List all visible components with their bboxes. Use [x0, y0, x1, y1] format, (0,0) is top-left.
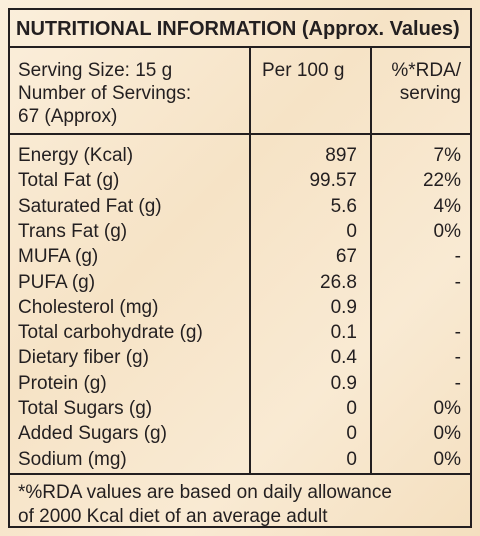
nutrient-name: Cholesterol (mg) [18, 296, 159, 318]
serving-info: Serving Size: 15 g [18, 60, 173, 81]
footnote: *%RDA values are based on daily allowanc… [18, 482, 392, 503]
per-100g-value: 0.9 [330, 372, 357, 394]
divider [10, 46, 470, 48]
per-100g-value: 0 [346, 423, 357, 445]
rda-value: 0% [433, 423, 461, 445]
rda-value: - [454, 347, 461, 369]
per-100g-value: 0.1 [330, 322, 357, 344]
nutrient-name: MUFA (g) [18, 246, 99, 268]
nutrient-name: Energy (Kcal) [18, 145, 134, 166]
serving-info: 67 (Approx) [18, 106, 118, 127]
per-100g-value: 99.57 [309, 170, 357, 192]
per-100g-value: 0.9 [330, 296, 357, 318]
column-divider [370, 46, 372, 473]
nutrient-name: Added Sugars (g) [18, 423, 167, 445]
per-100g-value: 897 [325, 145, 357, 166]
per-100g-value: 67 [335, 246, 357, 268]
rda-value: - [454, 372, 461, 394]
nutrient-name: Total Sugars (g) [18, 398, 153, 419]
nutrient-name: Total Fat (g) [18, 170, 120, 192]
rda-value: - [454, 246, 461, 268]
rda-value: 22% [422, 170, 461, 192]
divider [10, 473, 470, 475]
rda-value: 0% [433, 448, 461, 470]
nutrient-name: Sodium (mg) [18, 448, 127, 470]
rda-value: 4% [433, 195, 461, 217]
nutrient-name: Trans Fat (g) [18, 220, 128, 242]
column-header: %*RDA/ [391, 60, 461, 81]
column-divider [249, 46, 251, 473]
per-100g-value: 0.4 [330, 347, 357, 369]
rda-value: - [454, 271, 461, 293]
nutrient-name: PUFA (g) [18, 271, 96, 293]
nutrient-name: Saturated Fat (g) [18, 195, 162, 217]
rda-value: 7% [433, 145, 461, 166]
nutrient-name: Protein (g) [18, 372, 107, 394]
rda-value: 0% [433, 220, 461, 242]
footnote: of 2000 Kcal diet of an average adult [18, 506, 328, 527]
per-100g-value: 0 [346, 448, 357, 470]
rda-value: 0% [433, 398, 461, 419]
divider [10, 133, 470, 135]
nutrient-name: Total carbohydrate (g) [18, 322, 203, 344]
column-header: serving [399, 83, 461, 104]
nutrition-panel: NUTRITIONAL INFORMATION (Approx. Values)… [8, 8, 472, 528]
column-header: Per 100 g [262, 60, 345, 81]
per-100g-value: 26.8 [320, 271, 357, 293]
per-100g-value: 0 [346, 398, 357, 419]
rda-value: - [454, 322, 461, 344]
per-100g-value: 0 [346, 220, 357, 242]
title: NUTRITIONAL INFORMATION (Approx. Values) [16, 18, 460, 40]
serving-info: Number of Servings: [18, 83, 192, 104]
per-100g-value: 5.6 [330, 195, 357, 217]
nutrient-name: Dietary fiber (g) [18, 347, 149, 369]
